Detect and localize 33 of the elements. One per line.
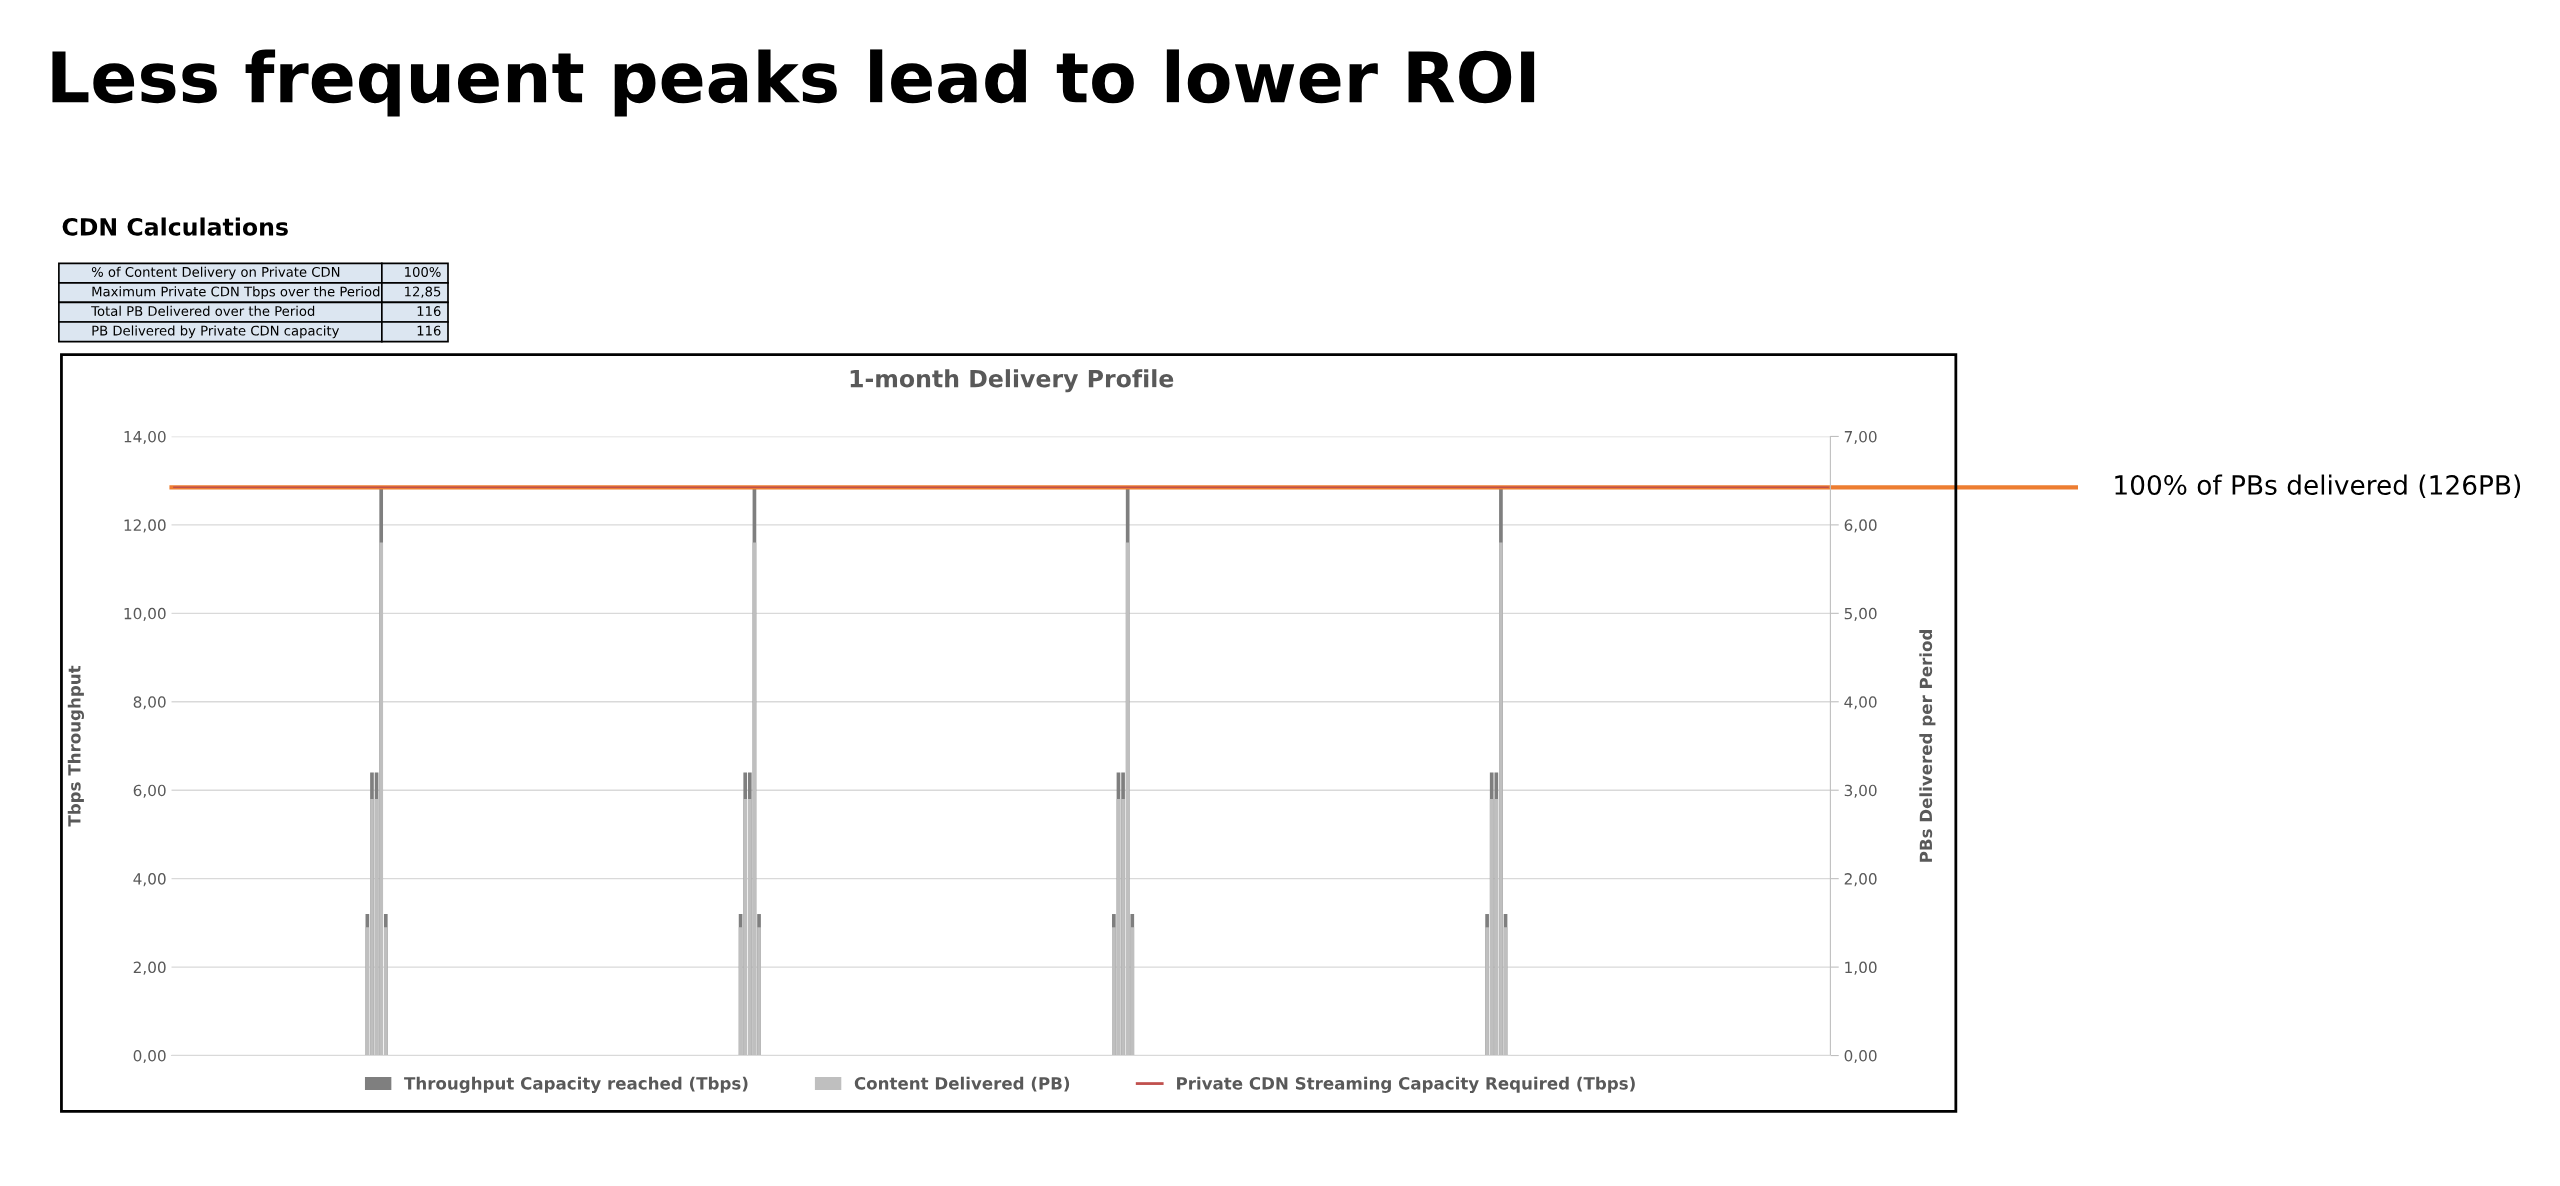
y2-tick-label: 0,00 <box>1844 1050 1877 1064</box>
y2-axis-title: PBs Delivered per Period <box>1919 630 1936 862</box>
y-tick-label: 12,00 <box>124 519 166 533</box>
y2-tick-label: 6,00 <box>1844 519 1877 533</box>
text: PB Delivered by Private CDN capacity <box>92 325 340 339</box>
text: Total PB Delivered over the Period <box>91 305 315 317</box>
y-tick-label: 4,00 <box>133 873 166 887</box>
y-tick-label: 6,00 <box>133 784 166 798</box>
y2-tick-label: 4,00 <box>1844 696 1877 710</box>
y-tick-label: 10,00 <box>124 607 166 621</box>
text: 100% <box>405 266 441 277</box>
y-tick-label: 2,00 <box>133 961 166 975</box>
y2-tick-label: 5,00 <box>1844 607 1877 621</box>
y-tick-label: 0,00 <box>133 1050 166 1064</box>
text: Maximum Private CDN Tbps over the Period <box>92 286 380 300</box>
text: Less frequent peaks lead to lower ROI <box>52 49 1535 117</box>
legend-label: Content Delivered (PB) <box>854 1076 1070 1092</box>
y-tick-label: 14,00 <box>124 430 166 445</box>
y2-tick-label: 7,00 <box>1844 430 1877 445</box>
text: 12,85 <box>405 286 441 298</box>
y2-tick-label: 3,00 <box>1844 784 1877 798</box>
y2-tick-label: 1,00 <box>1845 961 1877 975</box>
text: % of Content Delivery on Private CDN <box>91 266 340 280</box>
y-tick-label: 8,00 <box>133 696 166 710</box>
text: 116 <box>417 306 441 317</box>
legend-label: Throughput Capacity reached (Tbps) <box>404 1076 748 1093</box>
ref-line-label: 100% of PBs delivered (126PB) <box>2115 474 2521 499</box>
text: CDN Calculations <box>62 217 288 236</box>
legend-label: Private CDN Streaming Capacity Required (Tbps) <box>1177 1076 1635 1093</box>
y-axis-title: Tbps Throughput <box>67 665 85 827</box>
y2-tick-label: 2,00 <box>1844 873 1877 887</box>
text: 116 <box>417 325 441 336</box>
chart-title: 1-month Delivery Profile <box>850 369 1174 393</box>
